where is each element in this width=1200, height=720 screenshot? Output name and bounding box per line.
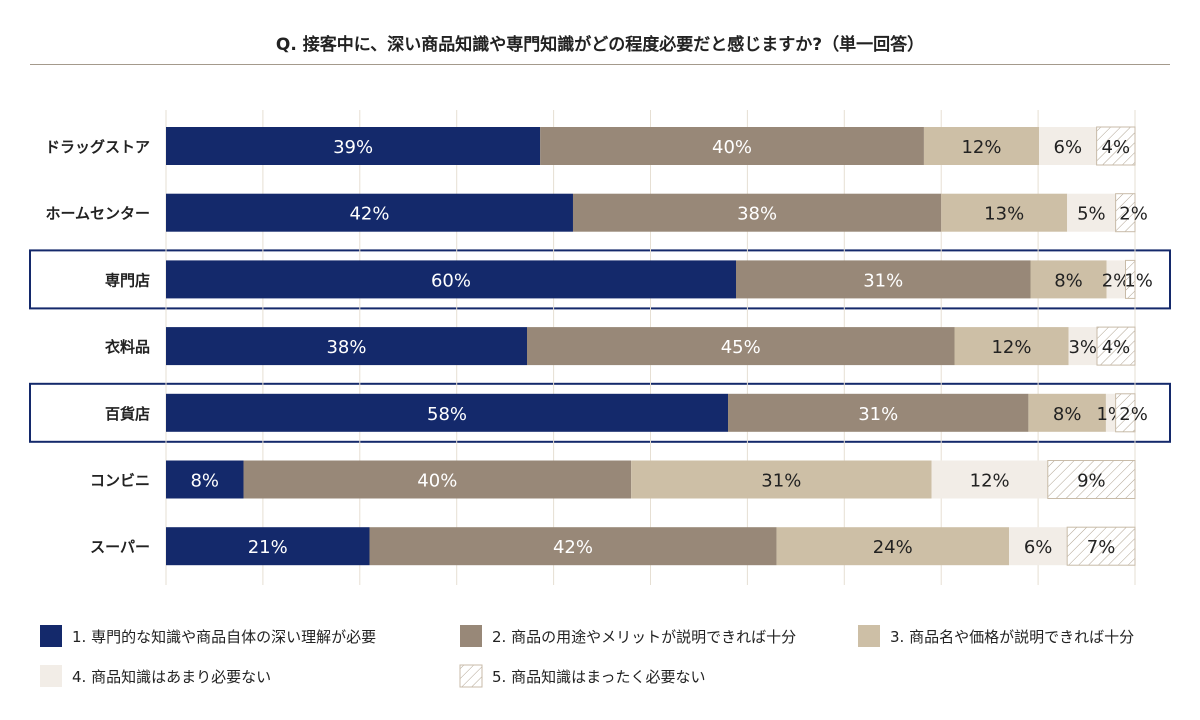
bar-segment xyxy=(572,193,942,232)
bar-segment xyxy=(941,193,1068,232)
category-label: ドラッグストア xyxy=(45,138,150,156)
legend-label: 5. 商品知識はまったく必要ない xyxy=(492,668,705,686)
bar-segment xyxy=(728,393,1029,432)
data-label: 12% xyxy=(961,137,1001,158)
data-label: 12% xyxy=(970,471,1010,492)
legend-label: 4. 商品知識はあまり必要ない xyxy=(72,668,271,686)
bar-segment xyxy=(931,460,1048,499)
legend-label: 3. 商品名や価格が説明できれば十分 xyxy=(890,628,1134,646)
data-label: 2% xyxy=(1102,270,1131,291)
legend-label: 1. 専門的な知識や商品自体の深い理解が必要 xyxy=(72,628,376,646)
bar-segment xyxy=(1047,460,1136,499)
data-label: 2% xyxy=(1119,404,1148,425)
data-label: 3% xyxy=(1068,337,1097,358)
data-label: 7% xyxy=(1087,537,1116,558)
chart-title: Q. 接客中に、深い商品知識や専門知識がどの程度必要だと感じますか?（単一回答） xyxy=(275,35,925,55)
bar-segment xyxy=(166,193,573,232)
data-label: 42% xyxy=(349,204,389,225)
data-label: 5% xyxy=(1077,204,1106,225)
data-label: 58% xyxy=(427,404,467,425)
bar-segment xyxy=(540,127,924,165)
category-label: スーパー xyxy=(90,538,150,556)
data-label: 6% xyxy=(1024,537,1053,558)
bar-segment xyxy=(166,327,527,366)
data-label: 13% xyxy=(984,204,1024,225)
bar-segment xyxy=(1067,193,1116,232)
data-label: 31% xyxy=(761,471,801,492)
data-label: 12% xyxy=(991,337,1031,358)
data-label: 6% xyxy=(1054,137,1083,158)
legend-swatch xyxy=(460,625,482,647)
bar-segment xyxy=(1105,393,1116,432)
bar-segment xyxy=(1096,126,1136,166)
legend-swatch xyxy=(40,665,62,687)
bar-segment xyxy=(166,393,729,432)
bar-segment xyxy=(369,527,777,566)
data-label: 31% xyxy=(858,404,898,425)
data-label: 60% xyxy=(431,270,471,291)
legend-swatch xyxy=(40,625,62,647)
highlight-box xyxy=(29,382,1171,443)
bar-segment xyxy=(1115,193,1136,233)
legend-swatch xyxy=(459,664,483,688)
category-label: 衣料品 xyxy=(105,338,150,356)
bar-segment xyxy=(923,127,1040,165)
bar-segment xyxy=(736,260,1031,299)
data-label: 21% xyxy=(248,537,288,558)
title-divider xyxy=(30,64,1170,65)
highlight-box xyxy=(29,249,1171,310)
category-label: 百貨店 xyxy=(105,405,150,423)
bar-segment xyxy=(1106,260,1126,299)
data-label: 45% xyxy=(721,337,761,358)
bar-segment xyxy=(1125,259,1136,299)
data-label: 8% xyxy=(1053,404,1082,425)
data-label: 42% xyxy=(553,537,593,558)
bar-segment xyxy=(243,460,632,499)
category-label: 専門店 xyxy=(105,271,150,289)
category-label: ホームセンター xyxy=(45,205,150,223)
legend-swatch xyxy=(858,625,880,647)
data-label: 9% xyxy=(1077,471,1106,492)
category-label: コンビニ xyxy=(90,472,150,490)
bar-segment xyxy=(954,327,1069,366)
bar-segment xyxy=(527,327,955,366)
bar-segment xyxy=(1068,327,1097,366)
bar-segment xyxy=(776,527,1010,566)
data-label: 38% xyxy=(737,204,777,225)
data-label: 39% xyxy=(333,137,373,158)
data-label: 40% xyxy=(712,137,752,158)
bar-segment xyxy=(166,260,736,299)
bar-segment xyxy=(166,527,370,566)
data-label: 1% xyxy=(1124,270,1153,291)
bar-segment xyxy=(1039,127,1097,165)
bar-segment xyxy=(1030,260,1107,299)
data-label: 2% xyxy=(1119,204,1148,225)
data-label: 31% xyxy=(863,270,903,291)
data-label: 38% xyxy=(326,337,366,358)
bar-segment xyxy=(1066,526,1136,566)
data-label: 4% xyxy=(1102,337,1131,358)
bar-segment xyxy=(1009,527,1068,566)
data-label: 40% xyxy=(417,471,457,492)
data-label: 8% xyxy=(190,471,219,492)
bar-segment xyxy=(166,127,541,165)
legend-label: 2. 商品の用途やメリットが説明できれば十分 xyxy=(492,628,796,646)
data-label: 8% xyxy=(1054,270,1083,291)
bar-segment xyxy=(631,460,932,499)
bar-segment xyxy=(1028,393,1106,432)
bar-segment xyxy=(1096,326,1136,366)
bar-segment xyxy=(166,460,244,499)
bar-segment xyxy=(1115,393,1136,433)
data-label: 24% xyxy=(873,537,913,558)
data-label: 4% xyxy=(1102,137,1131,158)
